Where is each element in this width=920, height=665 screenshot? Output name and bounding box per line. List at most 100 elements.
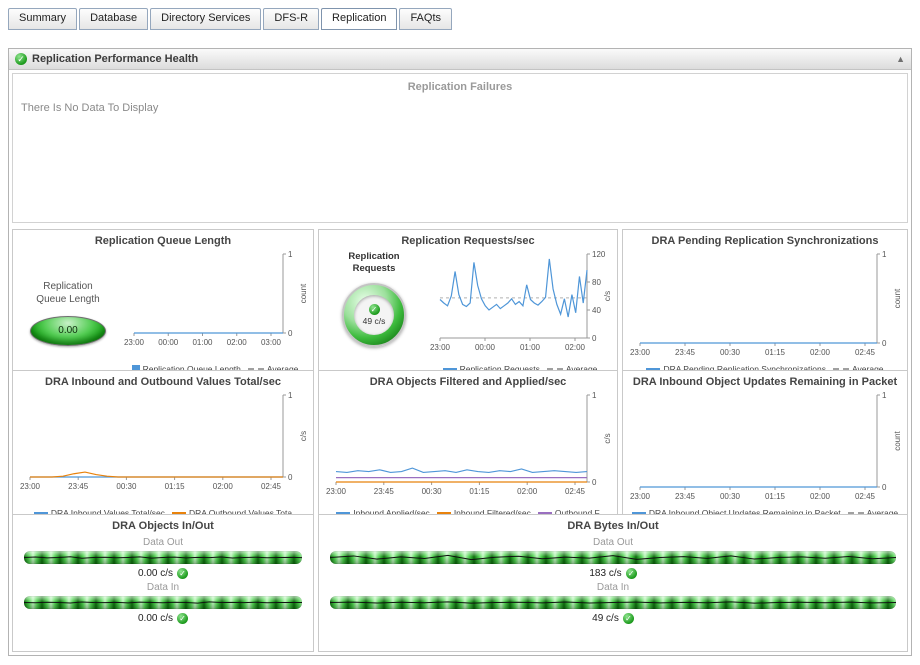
bytes-data-out-meter [330, 551, 896, 564]
svg-text:02:45: 02:45 [565, 487, 586, 496]
replication-failures-panel: Replication Failures There Is No Data To… [12, 73, 908, 223]
ok-icon: ✓ [622, 613, 634, 624]
svg-text:02:45: 02:45 [855, 348, 876, 357]
svg-text:1: 1 [288, 391, 293, 400]
bytes-data-in-meter [330, 596, 896, 609]
chart-title: DRA Pending Replication Synchronizations [651, 235, 879, 247]
svg-text:23:00: 23:00 [326, 487, 347, 496]
card-dra-inout-values: DRA Inbound and Outbound Values Total/se… [12, 370, 314, 523]
inout-values-chart: 0 1 c/s 23:00 23:45 00:30 01:15 02:00 02:45 [16, 390, 310, 506]
svg-text:23:45: 23:45 [68, 482, 89, 491]
svg-text:1: 1 [288, 250, 293, 259]
svg-text:02:45: 02:45 [261, 482, 282, 491]
ok-icon: ✓ [177, 613, 189, 624]
objects-data-in-value: 0.00 c/s [137, 613, 174, 624]
card-dra-pending-sync: DRA Pending Replication Synchronizations… [622, 229, 908, 379]
ok-icon: ✓ [625, 568, 637, 579]
svg-text:00:30: 00:30 [116, 482, 137, 491]
meter-row: DRA Objects In/Out Data Out 0.00 c/s ✓ D… [12, 514, 908, 652]
bytes-data-in-value: 49 c/s [592, 613, 619, 624]
chart-row-1: Replication Queue Length Replication Que… [12, 229, 908, 379]
queue-length-gauge: 0.00 [30, 315, 106, 346]
objects-data-in-meter [24, 596, 302, 609]
svg-text:23:00: 23:00 [20, 482, 41, 491]
pending-sync-chart: 0 1 count 23:00 23:45 00:30 01:15 02:00 02:45 [626, 249, 904, 362]
meter-sparkline [330, 601, 896, 604]
svg-text:1: 1 [882, 391, 887, 400]
chart-title: DRA Inbound and Outbound Values Total/se… [45, 376, 281, 388]
svg-text:0: 0 [882, 339, 887, 348]
svg-text:c/s: c/s [299, 431, 308, 441]
svg-text:23:45: 23:45 [374, 487, 395, 496]
replication-failures-title: Replication Failures [407, 81, 513, 93]
svg-text:02:00: 02:00 [227, 338, 248, 347]
chart-svg: 0 1 c/s 23:00 23:45 00:30 01:15 02:00 02:45 [20, 391, 308, 491]
svg-text:120: 120 [592, 250, 606, 259]
chart-row-2: DRA Inbound and Outbound Values Total/se… [12, 370, 908, 523]
chart-title: Replication Queue Length [94, 235, 232, 247]
objects-data-out-value: 0.00 c/s [137, 568, 174, 579]
requests-gauge-label: Replication Requests [348, 251, 400, 275]
svg-text:23:00: 23:00 [430, 343, 451, 352]
data-out-label: Data Out [592, 537, 634, 548]
svg-text:01:15: 01:15 [765, 348, 786, 357]
svg-text:02:00: 02:00 [810, 492, 831, 501]
svg-text:c/s: c/s [603, 291, 612, 301]
tab-database[interactable]: Database [79, 8, 149, 30]
svg-text:0: 0 [882, 483, 887, 492]
collapse-panel-icon[interactable]: ▲ [896, 53, 905, 64]
tab-dfs-r[interactable]: DFS-R [263, 8, 320, 30]
updates-remaining-legend: DRA Inbound Object Updates Remaining in … [626, 506, 904, 520]
svg-text:00:00: 00:00 [158, 338, 179, 347]
chart-title: Replication Requests/sec [401, 235, 535, 247]
svg-text:count: count [893, 288, 902, 308]
svg-text:80: 80 [592, 278, 601, 287]
svg-text:01:00: 01:00 [520, 343, 541, 352]
requests-gauge: ✓ 49 c/s [342, 282, 406, 347]
filtered-applied-legend: Inbound Applied/sec Inbound Filtered/sec O… [322, 506, 614, 520]
svg-text:01:15: 01:15 [765, 492, 786, 501]
svg-text:03:00: 03:00 [261, 338, 282, 347]
card-dra-objects-in-out: DRA Objects In/Out Data Out 0.00 c/s ✓ D… [12, 514, 314, 652]
panel-header: ✓ Replication Performance Health ▲ [9, 49, 911, 70]
svg-text:23:45: 23:45 [675, 348, 696, 357]
svg-text:02:00: 02:00 [565, 343, 586, 352]
panel-title: Replication Performance Health [32, 53, 199, 65]
svg-text:0: 0 [592, 334, 597, 343]
requests-chart: 0 40 80 120 c/s 23:00 00:00 01:00 02:00 [426, 249, 614, 362]
chart-title: DRA Objects Filtered and Applied/sec [369, 376, 567, 388]
svg-text:01:00: 01:00 [192, 338, 213, 347]
bytes-data-out-value: 183 c/s [589, 568, 622, 579]
svg-text:02:00: 02:00 [810, 348, 831, 357]
ok-icon: ✓ [368, 303, 380, 315]
svg-text:40: 40 [592, 306, 601, 315]
svg-text:count: count [299, 283, 308, 303]
svg-text:02:00: 02:00 [517, 487, 538, 496]
svg-text:23:00: 23:00 [630, 348, 651, 357]
panel-content: Replication Failures There Is No Data To… [9, 70, 911, 655]
svg-text:00:30: 00:30 [720, 348, 741, 357]
svg-text:02:45: 02:45 [855, 492, 876, 501]
tab-replication[interactable]: Replication [321, 8, 398, 30]
chart-svg: 0 1 c/s 23:00 23:45 00:30 01:15 02:00 02:45 [326, 391, 612, 496]
svg-text:23:45: 23:45 [675, 492, 696, 501]
card-replication-queue-length: Replication Queue Length Replication Que… [12, 229, 314, 379]
queue-length-gauge-value: 0.00 [58, 325, 78, 336]
meter-sparkline [330, 554, 896, 561]
svg-text:count: count [893, 430, 902, 450]
tab-faqts[interactable]: FAQts [399, 8, 452, 30]
queue-length-gauge-block: Replication Queue Length 0.00 [16, 249, 120, 376]
svg-text:00:30: 00:30 [422, 487, 443, 496]
replication-performance-health-panel: ✓ Replication Performance Health ▲ Repli… [8, 48, 912, 656]
svg-text:02:00: 02:00 [213, 482, 234, 491]
updates-remaining-chart: 0 1 count 23:00 23:45 00:30 01:15 02:00 02:45 [626, 390, 904, 506]
chart-svg: 0 1 count 23:00 23:45 00:30 01:15 02:00 02:45 [630, 250, 902, 357]
pending-sync-legend: DRA Pending Replication Synchronizations… [626, 362, 904, 376]
svg-text:23:00: 23:00 [124, 338, 145, 347]
tab-summary[interactable]: Summary [8, 8, 78, 30]
tab-directory-services[interactable]: Directory Services [150, 8, 262, 30]
ok-icon: ✓ [177, 568, 189, 579]
card-dra-bytes-in-out: DRA Bytes In/Out Data Out 183 c/s ✓ Data… [318, 514, 908, 652]
card-replication-requests: Replication Requests/sec Replication Req… [318, 229, 618, 379]
svg-text:0: 0 [592, 478, 597, 487]
